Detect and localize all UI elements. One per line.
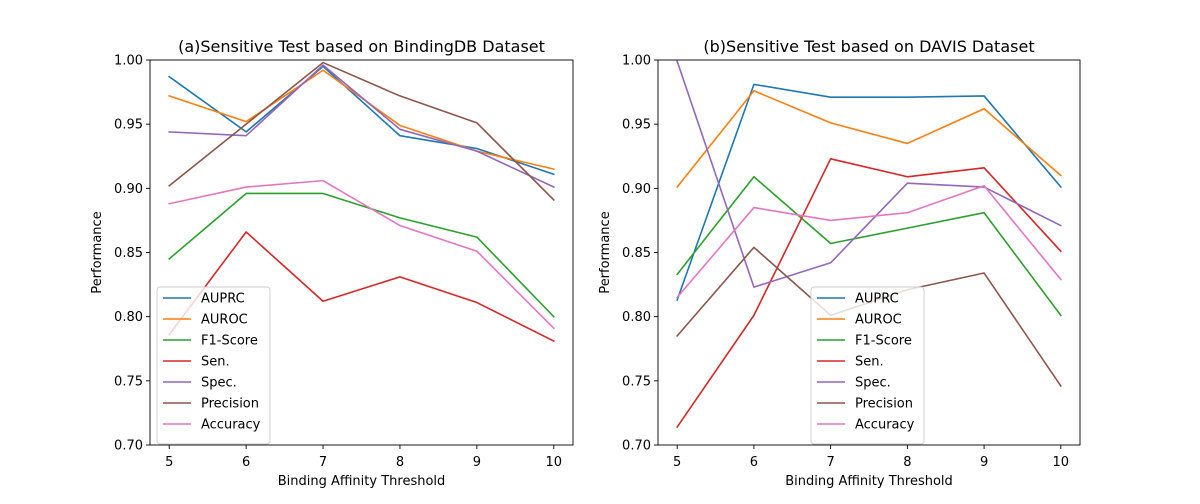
y-tick-label: 0.90 bbox=[114, 182, 143, 197]
y-tick-label: 1.00 bbox=[114, 54, 143, 69]
legend-label: Precision bbox=[855, 397, 913, 412]
series-line-auprc bbox=[676, 83, 1062, 302]
legend-label: Accuracy bbox=[855, 418, 915, 433]
legend-label: Spec. bbox=[201, 376, 237, 391]
legend-label: Accuracy bbox=[201, 418, 261, 433]
legend-box bbox=[156, 286, 271, 445]
chart-title: (a)Sensitive Test based on BindingDB Dat… bbox=[178, 37, 545, 56]
x-tick-label: 5 bbox=[673, 455, 681, 470]
legend-label: Spec. bbox=[855, 376, 891, 391]
x-axis-label: Binding Affinity Threshold bbox=[278, 474, 446, 489]
legend-label: Sen. bbox=[855, 355, 884, 370]
series-line-precision bbox=[168, 61, 555, 202]
x-tick-label: 7 bbox=[319, 455, 327, 470]
legend-box bbox=[810, 286, 925, 445]
series-line-auroc bbox=[676, 90, 1062, 189]
y-tick-label: 0.70 bbox=[114, 439, 143, 454]
series-line-accuracy bbox=[168, 179, 555, 330]
y-tick-label: 0.80 bbox=[114, 310, 143, 325]
y-tick-label: 0.90 bbox=[622, 182, 651, 197]
legend-label: Precision bbox=[201, 397, 259, 412]
legend-label: Sen. bbox=[201, 355, 230, 370]
legend-label: AUPRC bbox=[201, 292, 245, 307]
x-tick-label: 6 bbox=[242, 455, 250, 470]
x-tick-label: 5 bbox=[165, 455, 173, 470]
chart-title: (b)Sensitive Test based on DAVIS Dataset bbox=[703, 37, 1034, 56]
series-line-accuracy bbox=[676, 184, 1062, 299]
y-tick-label: 0.75 bbox=[622, 374, 651, 389]
y-tick-label: 1.00 bbox=[622, 54, 651, 69]
legend-label: F1-Score bbox=[855, 334, 912, 349]
x-tick-label: 10 bbox=[1053, 455, 1070, 470]
series-line-sen bbox=[168, 231, 555, 343]
series-line-f1-score bbox=[168, 192, 555, 318]
legend-label: F1-Score bbox=[201, 334, 258, 349]
x-tick-label: 9 bbox=[473, 455, 481, 470]
x-tick-label: 8 bbox=[396, 455, 404, 470]
legend-label: AUPRC bbox=[855, 292, 899, 307]
series-line-spec bbox=[676, 60, 1062, 288]
y-tick-label: 0.70 bbox=[622, 439, 651, 454]
x-tick-label: 9 bbox=[980, 455, 988, 470]
chart-panel-a: 5 6 7 8 9 10 0.70 0.75 0.80 0.85 0.90 0.95 1.00 (a)Se… bbox=[90, 37, 574, 489]
legend-label: AUROC bbox=[201, 313, 248, 328]
y-tick-label: 0.85 bbox=[114, 246, 143, 261]
x-tick-label: 7 bbox=[826, 455, 834, 470]
x-tick-label: 8 bbox=[903, 455, 911, 470]
series-line-auprc bbox=[168, 65, 555, 176]
chart-panel-b: 5 6 7 8 9 10 0.70 0.75 0.80 0.85 0.90 0.95 1.00 (b)Se… bbox=[598, 37, 1081, 489]
x-tick-label: 10 bbox=[545, 455, 562, 470]
y-tick-label: 0.80 bbox=[622, 310, 651, 325]
y-axis-label: Performance bbox=[90, 211, 105, 293]
series-line-spec bbox=[168, 64, 555, 189]
x-tick-label: 6 bbox=[750, 455, 758, 470]
y-tick-label: 0.75 bbox=[114, 374, 143, 389]
series-line-f1-score bbox=[676, 175, 1062, 317]
y-axis-label: Performance bbox=[598, 211, 613, 293]
legend: AUPRC AUROC F1-Score Sen. Spec. Precision Accu… bbox=[156, 286, 271, 445]
x-axis-label: Binding Affinity Threshold bbox=[785, 474, 953, 489]
series-line-sen bbox=[676, 158, 1062, 429]
legend-label: AUROC bbox=[855, 313, 902, 328]
y-tick-label: 0.95 bbox=[114, 118, 143, 133]
legend: AUPRC AUROC F1-Score Sen. Spec. Precision Accu… bbox=[810, 286, 925, 445]
y-tick-label: 0.95 bbox=[622, 118, 651, 133]
y-tick-label: 0.85 bbox=[622, 246, 651, 261]
